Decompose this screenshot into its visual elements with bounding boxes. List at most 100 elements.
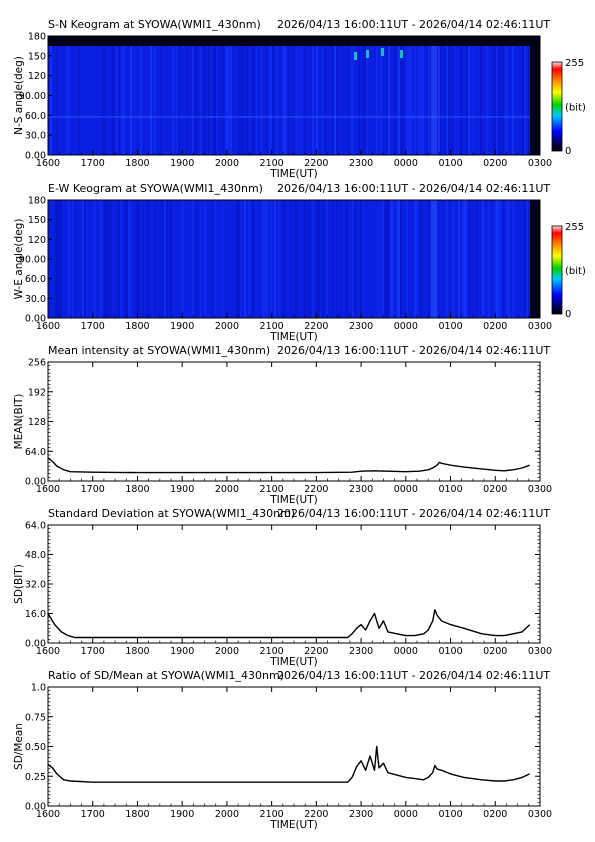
x-tick-label: 2000 <box>215 158 239 169</box>
keogram-column <box>154 200 156 318</box>
y-tick-label: 256 <box>28 358 46 369</box>
keogram-column <box>480 46 482 155</box>
keogram-column <box>58 200 60 318</box>
y-tick-label: 0.00 <box>25 477 46 488</box>
keogram-column <box>276 46 278 155</box>
x-tick-label: 2200 <box>304 809 328 820</box>
keogram-column <box>130 46 132 155</box>
y-tick-label: 90.00 <box>19 91 46 102</box>
keogram-column <box>294 200 296 318</box>
keogram-column <box>284 46 286 155</box>
panel-2: E-W Keogram at SYOWA(WMI1_430nm) 2026/04/… <box>13 182 586 343</box>
keogram-column <box>346 200 348 318</box>
x-tick-label: 0300 <box>528 484 552 495</box>
keogram-column <box>524 200 526 318</box>
keogram-column <box>204 200 206 318</box>
keogram-column <box>204 46 206 155</box>
keogram-column <box>262 200 264 318</box>
x-tick-label: 0200 <box>483 158 507 169</box>
keogram-column <box>360 200 362 318</box>
x-tick-label: 0100 <box>438 809 462 820</box>
keogram-column <box>242 46 244 155</box>
y-tick-label: 192 <box>28 387 46 398</box>
x-tick-label: 0200 <box>483 809 507 820</box>
keogram-column <box>322 200 324 318</box>
keogram-column <box>238 200 240 318</box>
keogram-column <box>124 200 126 318</box>
keogram-column <box>214 200 216 318</box>
keogram-column <box>208 46 210 155</box>
keogram-column <box>452 46 454 155</box>
y-tick-label: 64.0 <box>25 521 46 532</box>
x-tick-label: 0000 <box>394 646 418 657</box>
x-tick-label: 0300 <box>528 809 552 820</box>
x-tick-label: 1600 <box>36 321 60 332</box>
x-tick-label: 2300 <box>349 158 373 169</box>
colorbar-min-label: 0 <box>565 146 571 157</box>
keogram-column <box>418 46 420 155</box>
keogram-column <box>500 46 502 155</box>
y-tick-label: 0.00 <box>25 314 46 325</box>
keogram-column <box>414 200 416 318</box>
x-tick-label: 1600 <box>36 646 60 657</box>
keogram-column <box>332 46 334 155</box>
keogram-column <box>74 200 76 318</box>
keogram-column <box>486 46 488 155</box>
keogram-column <box>274 200 276 318</box>
keogram-column <box>270 46 272 155</box>
keogram-column <box>358 46 360 155</box>
keogram-column <box>170 200 172 318</box>
keogram-column <box>506 200 508 318</box>
keogram-column <box>122 46 124 155</box>
x-tick-label: 0000 <box>394 321 418 332</box>
x-tick-label: 2100 <box>260 158 284 169</box>
keogram-column <box>166 200 168 318</box>
x-axis-label: TIME(UT) <box>269 656 318 668</box>
keogram-column <box>260 46 262 155</box>
keogram-column <box>296 46 298 155</box>
keogram-column <box>270 200 272 318</box>
keogram-no-data <box>530 200 540 318</box>
x-tick-label: 1800 <box>125 158 149 169</box>
x-tick-label: 0000 <box>394 809 418 820</box>
keogram-column <box>400 200 402 318</box>
keogram-column <box>54 200 56 318</box>
keogram-column <box>332 200 334 318</box>
keogram-column <box>464 200 466 318</box>
keogram-column <box>210 46 212 155</box>
keogram-column <box>266 200 268 318</box>
keogram-column <box>352 200 354 318</box>
data-line <box>47 745 530 783</box>
keogram-column <box>496 46 498 155</box>
x-tick-label: 1900 <box>170 158 194 169</box>
keogram-column <box>258 46 260 155</box>
panel-title: S-N Keogram at SYOWA(WMI1_430nm) <box>48 18 261 31</box>
x-axis-label: TIME(UT) <box>269 819 318 831</box>
y-tick-label: 16.0 <box>25 609 46 620</box>
panel-4: Standard Deviation at SYOWA(WMI1_430nm)2… <box>13 507 552 668</box>
keogram-column <box>222 46 224 155</box>
x-tick-label: 1800 <box>125 646 149 657</box>
x-tick-label: 2000 <box>215 646 239 657</box>
x-tick-label: 2100 <box>260 484 284 495</box>
keogram-column <box>352 46 354 155</box>
keogram-column <box>186 46 188 155</box>
y-axis-label: SD/Mean <box>13 723 25 770</box>
keogram-column <box>508 200 510 318</box>
y-tick-label: 0.75 <box>25 712 46 723</box>
x-tick-label: 0100 <box>438 646 462 657</box>
keogram-column <box>304 200 306 318</box>
keogram-column <box>172 46 174 155</box>
data-line <box>47 457 530 474</box>
y-tick-label: 150 <box>28 51 46 62</box>
keogram-column <box>420 200 422 318</box>
keogram-column <box>240 200 242 318</box>
plot-area <box>48 362 540 481</box>
keogram-column <box>100 200 102 318</box>
keogram-column <box>182 200 184 318</box>
x-tick-label: 2300 <box>349 646 373 657</box>
keogram-column <box>502 46 504 155</box>
keogram-column <box>380 46 382 155</box>
keogram-column <box>336 46 338 155</box>
keogram-column <box>226 46 228 155</box>
